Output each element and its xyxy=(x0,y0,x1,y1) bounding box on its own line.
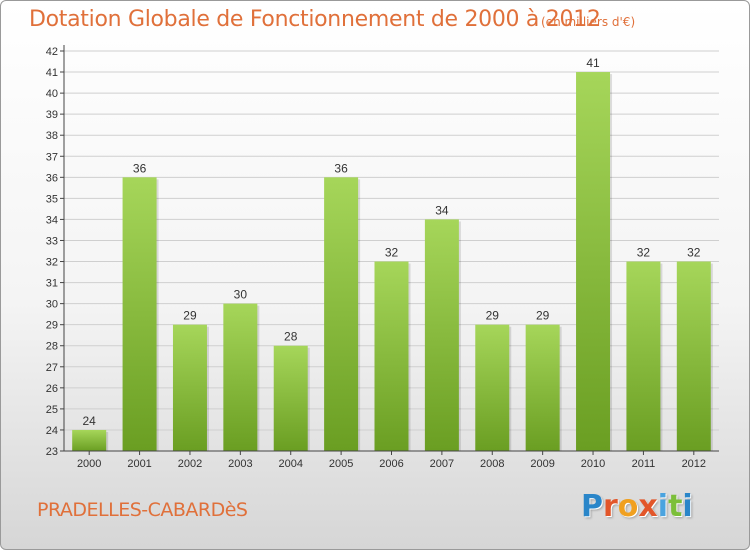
bar-value-label: 30 xyxy=(234,288,248,302)
bar xyxy=(475,324,510,451)
x-tick-label: 2003 xyxy=(228,458,252,470)
y-tick-label: 40 xyxy=(46,88,58,100)
bar xyxy=(424,219,459,451)
bar xyxy=(223,303,258,451)
x-tick-label: 2008 xyxy=(480,458,504,470)
x-tick-label: 2009 xyxy=(530,458,554,470)
bar-value-label: 32 xyxy=(687,246,701,260)
y-tick-label: 34 xyxy=(46,214,58,226)
bar xyxy=(525,324,560,451)
y-tick-label: 26 xyxy=(46,383,58,395)
city-name: PRADELLES-CABARDèS xyxy=(37,499,248,521)
y-tick-label: 29 xyxy=(46,320,58,332)
bar-value-label: 24 xyxy=(83,414,97,428)
logo-letter: o xyxy=(617,489,639,524)
bar xyxy=(122,177,157,451)
x-tick-label: 2004 xyxy=(278,458,302,470)
bar xyxy=(576,72,611,451)
x-tick-label: 2011 xyxy=(632,458,656,470)
bar-value-label: 28 xyxy=(284,330,298,344)
bar xyxy=(374,261,409,451)
logo-letter: t xyxy=(668,489,683,524)
chart-subtitle: (en milliers d'€) xyxy=(541,15,636,29)
bar xyxy=(172,324,207,451)
logo-letter: P xyxy=(581,489,603,524)
y-tick-label: 23 xyxy=(46,446,58,458)
y-tick-label: 31 xyxy=(46,278,58,290)
y-tick-label: 30 xyxy=(46,299,58,311)
logo-letter: x xyxy=(638,489,658,524)
x-tick-label: 2007 xyxy=(430,458,454,470)
x-tick-label: 2012 xyxy=(682,458,706,470)
y-tick-label: 37 xyxy=(46,151,58,163)
y-tick-label: 42 xyxy=(46,46,58,58)
y-tick-label: 27 xyxy=(46,362,58,374)
bar xyxy=(626,261,661,451)
axes: 23 24 25 26 27 28 29 30 31 32 33 34 35 36 37 38 39 40 41 42… xyxy=(46,45,719,470)
logo-letter: i xyxy=(682,489,693,524)
y-tick-label: 24 xyxy=(46,425,58,437)
x-tick-label: 2000 xyxy=(77,458,101,470)
proxiti-logo: Proxiti xyxy=(581,489,693,524)
y-tick-label: 35 xyxy=(46,193,58,205)
bar xyxy=(676,261,711,451)
bar-value-label: 29 xyxy=(183,309,197,323)
y-tick-label: 38 xyxy=(46,130,58,142)
bar-value-label: 36 xyxy=(334,161,348,175)
x-tick-label: 2005 xyxy=(329,458,353,470)
bar-value-label: 34 xyxy=(435,203,449,217)
logo-letter: r xyxy=(603,489,618,524)
logo-letter: i xyxy=(657,489,669,524)
y-tick-label: 39 xyxy=(46,109,58,121)
bar-value-label: 32 xyxy=(385,246,399,260)
y-tick-label: 36 xyxy=(46,172,58,184)
y-tick-label: 33 xyxy=(46,235,58,247)
bar-value-label: 29 xyxy=(486,309,500,323)
bar xyxy=(273,345,308,451)
y-tick-label: 32 xyxy=(46,257,58,269)
y-tick-label: 41 xyxy=(46,67,58,79)
bar xyxy=(72,429,107,451)
y-tick-label: 28 xyxy=(46,341,58,353)
chart-title: Dotation Globale de Fonctionnement de 20… xyxy=(29,7,601,32)
x-tick-label: 2010 xyxy=(581,458,605,470)
x-tick-label: 2001 xyxy=(127,458,151,470)
bar xyxy=(324,177,359,451)
bar-value-label: 41 xyxy=(586,56,600,70)
bar-value-label: 32 xyxy=(637,246,651,260)
x-tick-label: 2002 xyxy=(178,458,202,470)
bars: 24 36 29 30 28 36 32 34 29 29 41 32 32 xyxy=(72,56,713,451)
bar-value-label: 29 xyxy=(536,309,550,323)
x-tick-label: 2006 xyxy=(379,458,403,470)
bar-value-label: 36 xyxy=(133,161,147,175)
y-tick-label: 25 xyxy=(46,404,58,416)
